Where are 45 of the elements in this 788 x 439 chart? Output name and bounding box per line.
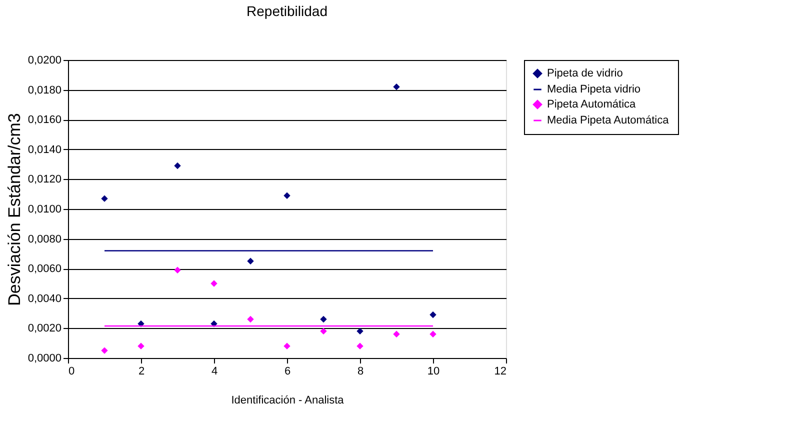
point	[247, 258, 254, 265]
point	[284, 342, 290, 350]
x-tick-label: 2	[138, 366, 145, 378]
legend-label: Media Pipeta vidrio	[547, 84, 641, 96]
point	[138, 342, 144, 350]
point	[320, 316, 327, 323]
point	[138, 320, 144, 328]
y-tick-label: 0,0120	[28, 174, 62, 186]
point	[210, 280, 218, 287]
point	[101, 347, 108, 354]
point	[174, 266, 181, 274]
x-tick-label: 0	[68, 366, 75, 378]
point	[210, 320, 218, 328]
x-tick-label: 8	[357, 366, 364, 378]
point	[101, 195, 108, 202]
point	[356, 342, 364, 350]
y-tick-label: 0,0020	[28, 322, 62, 335]
y-tick-label: 0,0060	[28, 263, 62, 276]
point	[430, 311, 436, 318]
point	[356, 328, 364, 335]
point	[393, 83, 400, 90]
point	[174, 162, 181, 170]
point	[393, 330, 400, 338]
x-axis-title: Identificación - Analista	[231, 394, 345, 406]
y-tick-label: 0,0200	[28, 54, 62, 66]
point	[284, 192, 290, 199]
legend-label: Pipeta de vidrio	[547, 68, 623, 80]
x-tick-label: 10	[427, 366, 440, 378]
chart-title: Repetibilidad	[246, 3, 328, 19]
legend-label: Pipeta Automática	[547, 98, 637, 110]
y-tick-label: 0,0160	[28, 114, 62, 126]
y-tick-label: 0,0000	[28, 352, 62, 364]
x-tick-label: 4	[211, 366, 218, 378]
y-tick-label: 0,0140	[28, 144, 62, 156]
y-tick-label: 0,0100	[28, 204, 62, 216]
x-tick-label: 12	[494, 366, 506, 378]
y-tick-label: 0,0080	[28, 233, 62, 246]
point	[320, 328, 327, 335]
y-tick-label: 0,0180	[28, 84, 62, 96]
y-tick-label: 0,0040	[28, 292, 62, 305]
point	[247, 316, 254, 323]
x-tick-label: 6	[284, 366, 291, 378]
legend-label: Media Pipeta Automática	[547, 114, 670, 126]
y-axis-title: Desviación Estándar/cm3	[4, 113, 24, 306]
point	[430, 330, 436, 338]
